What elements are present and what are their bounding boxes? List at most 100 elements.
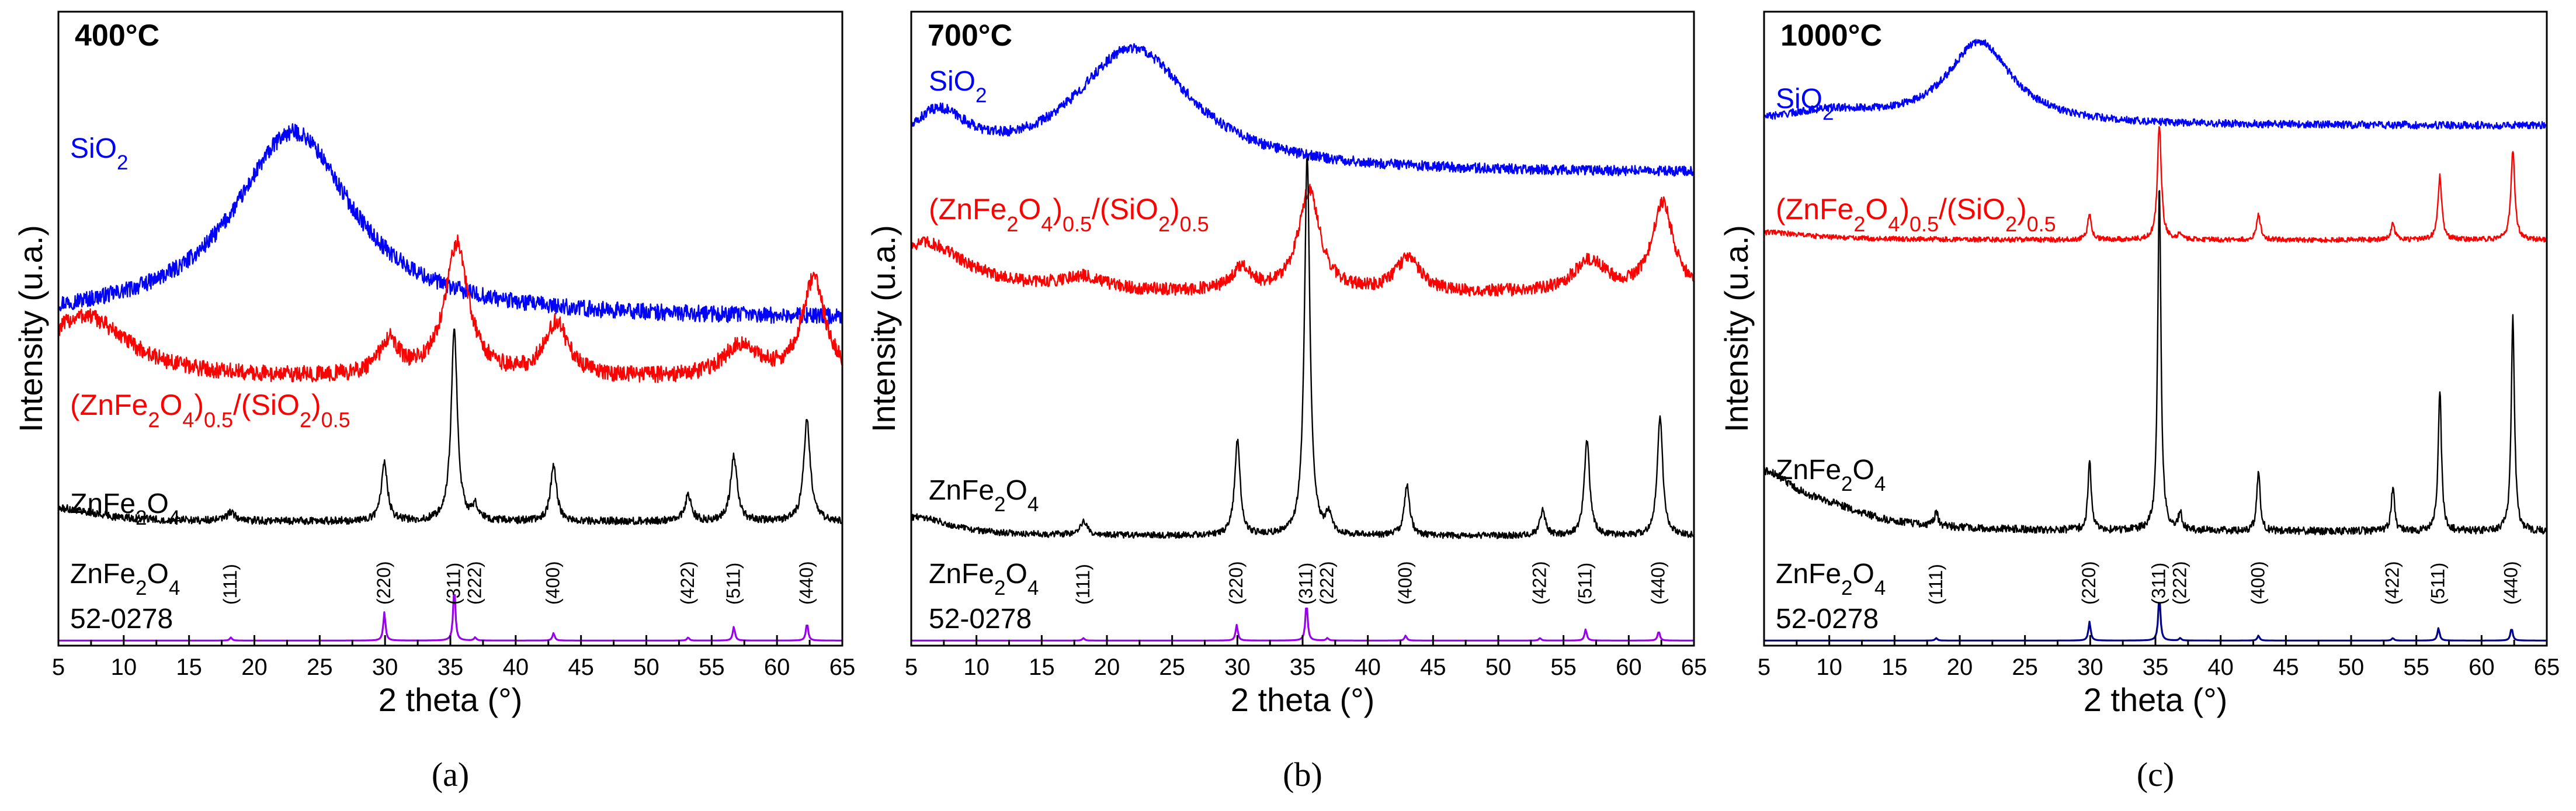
- temperature-label: 1000°C: [1780, 19, 1882, 53]
- subscript: 2: [300, 408, 311, 432]
- subscript: 0.5: [1063, 212, 1092, 236]
- subscript: 2: [136, 577, 147, 599]
- series-line: [58, 328, 843, 525]
- text-part: ZnFe: [1776, 559, 1841, 590]
- reflection-label: (111): [1072, 564, 1093, 605]
- x-tick-label: 65: [829, 654, 856, 680]
- series-line: [910, 183, 1695, 297]
- subscript: 0.5: [1180, 212, 1209, 236]
- text-part: ): [194, 389, 204, 421]
- text-part: /(SiO: [233, 389, 300, 421]
- subscript: 2: [136, 507, 147, 529]
- subscript: 2: [994, 577, 1005, 599]
- reflection-label: (400): [2247, 561, 2268, 605]
- text-part: ZnFe: [70, 559, 136, 590]
- panel-c: 5 10 15 20 25 30 35 40 45 50 55 60 65 2 theta (°) Inte…: [1718, 11, 2560, 793]
- panel-caption: (b): [1283, 755, 1322, 793]
- x-tick-label: 5: [52, 654, 65, 680]
- x-tick-label: 10: [1816, 654, 1842, 680]
- reflection-label: (311): [1296, 563, 1317, 605]
- text-part: /(SiO: [1939, 193, 2005, 226]
- x-tick-label: 5: [905, 654, 918, 680]
- series-line: [910, 43, 1695, 177]
- subscript: 4: [1888, 212, 1900, 236]
- x-tick-label: 50: [2338, 654, 2365, 680]
- text-part: O: [1018, 193, 1041, 226]
- reflection-label: (511): [2428, 563, 2449, 605]
- text-part: ): [1170, 193, 1180, 226]
- x-tick-label: 35: [1290, 654, 1316, 680]
- subscript: 2: [1841, 577, 1852, 599]
- text-part: O: [1853, 559, 1874, 590]
- x-tick-label: 65: [1681, 654, 1707, 680]
- series-line: [1763, 126, 2548, 243]
- reflection-label: (111): [1925, 564, 1946, 605]
- x-tick-label: 55: [1550, 654, 1577, 680]
- temperature-label: 700°C: [928, 19, 1012, 53]
- reference-code: 52-0278: [929, 604, 1032, 635]
- subscript: 4: [1027, 577, 1039, 599]
- text-part: (ZnFe: [70, 389, 148, 421]
- subscript: 2: [1841, 473, 1852, 495]
- x-tick-label: 10: [963, 654, 990, 680]
- reflection-label: (511): [723, 563, 744, 605]
- x-tick-label: 15: [1029, 654, 1055, 680]
- subscript: 2: [117, 151, 128, 174]
- subscript: 4: [1041, 212, 1053, 236]
- subscript: 2: [1006, 212, 1018, 236]
- series-label: ZnFe2O4: [929, 475, 1039, 516]
- subscript: 4: [1874, 577, 1886, 599]
- x-tick-label: 60: [764, 654, 790, 680]
- reference-phase-label: ZnFe2O4: [929, 559, 1039, 599]
- plot-frame: [910, 11, 1695, 647]
- text-part: ): [2017, 193, 2027, 226]
- text-part: (ZnFe: [1776, 193, 1853, 226]
- text-part: SiO: [929, 66, 975, 97]
- series-line: [57, 234, 843, 383]
- reflection-label: (222): [1316, 561, 1337, 605]
- reflection-label: (440): [796, 561, 817, 605]
- series-label: SiO2: [1776, 84, 1834, 124]
- text-part: ): [311, 389, 321, 421]
- plot-frame: [57, 11, 843, 647]
- x-tick-label: 40: [1355, 654, 1381, 680]
- reflection-label: (311): [443, 563, 464, 605]
- x-axis: 5 10 15 20 25 30 35 40 45 50 55 60 65: [52, 635, 855, 680]
- subscript: 2: [994, 493, 1005, 516]
- subscript: 2: [975, 84, 987, 107]
- reflection-label: (400): [1394, 561, 1415, 605]
- y-axis-title: Intensity (u.a.): [865, 225, 902, 432]
- text-part: SiO: [70, 133, 117, 164]
- x-tick-label: 30: [2077, 654, 2103, 680]
- subscript: 2: [1853, 212, 1865, 236]
- reflection-label: (220): [1225, 561, 1247, 605]
- x-tick-label: 30: [372, 654, 398, 680]
- series-label: SiO2: [70, 133, 128, 174]
- subscript: 0.5: [321, 408, 350, 432]
- text-part: SiO: [1776, 84, 1822, 115]
- x-axis: 5 10 15 20 25 30 35 40 45 50 55 60 65: [1758, 635, 2560, 680]
- x-tick-label: 20: [1947, 654, 1973, 680]
- subscript: 2: [2005, 212, 2017, 236]
- x-tick-label: 35: [2143, 654, 2169, 680]
- series-line: [57, 123, 843, 325]
- reflection-label: (222): [2169, 561, 2190, 605]
- x-tick-label: 45: [2273, 654, 2299, 680]
- text-part: ZnFe: [70, 488, 136, 519]
- subscript: 0.5: [2027, 212, 2056, 236]
- text-part: O: [147, 559, 169, 590]
- x-tick-label: 5: [1758, 654, 1770, 680]
- text-part: ): [1053, 193, 1063, 226]
- text-part: /(SiO: [1092, 193, 1158, 226]
- x-tick-label: 45: [568, 654, 594, 680]
- subscript: 4: [1874, 473, 1886, 495]
- temperature-label: 400°C: [75, 19, 159, 53]
- series-line: [1763, 39, 2548, 130]
- x-tick-label: 65: [2534, 654, 2560, 680]
- x-axis-title: 2 theta (°): [379, 681, 523, 718]
- y-axis-title: Intensity (u.a.): [1718, 225, 1755, 432]
- text-part: O: [147, 488, 169, 519]
- text-part: O: [1006, 475, 1027, 506]
- reflection-label: (222): [464, 561, 485, 605]
